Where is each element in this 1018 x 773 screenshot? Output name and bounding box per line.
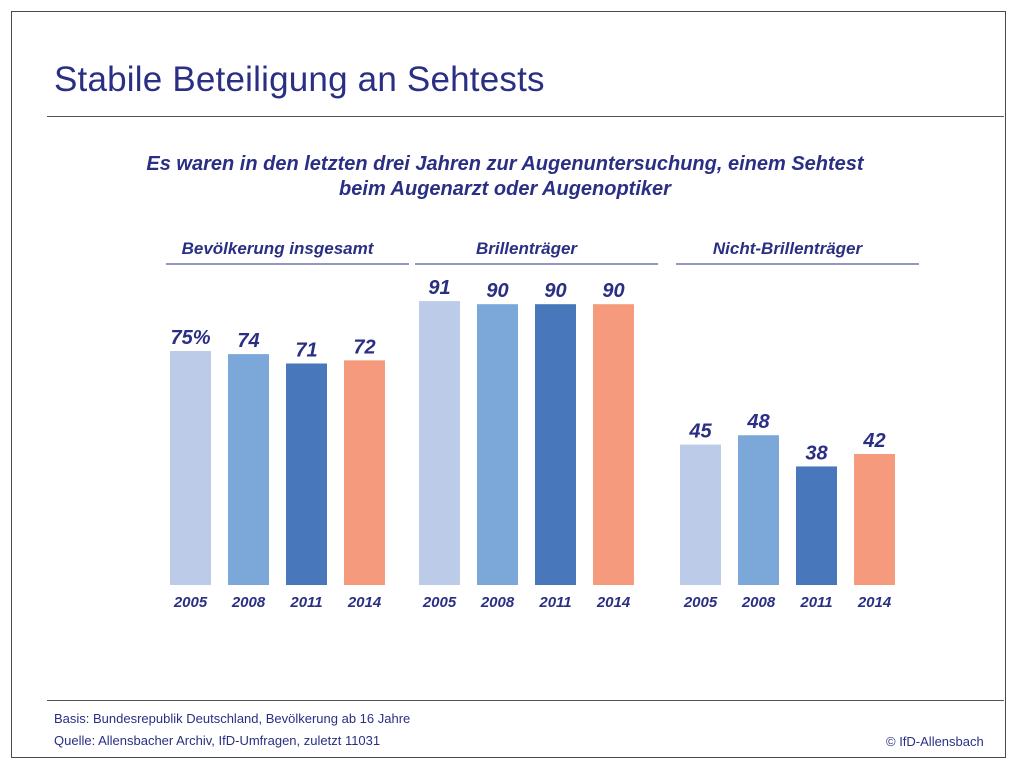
bar-bevölkerung-insgesamt-2008 — [228, 354, 269, 585]
footer-copyright: © IfD-Allensbach — [886, 734, 984, 749]
page-title: Stabile Beteiligung an Sehtests — [54, 60, 545, 99]
value-label-bevölkerung-insgesamt-2005: 75% — [170, 327, 210, 349]
value-label-brillenträger-2011: 90 — [544, 280, 566, 302]
value-label-brillenträger-2014: 90 — [602, 280, 624, 302]
value-label-nicht-brillenträger-2014: 42 — [862, 430, 885, 452]
tick-label-brillenträger-2011: 2011 — [538, 594, 571, 611]
value-label-nicht-brillenträger-2008: 48 — [746, 411, 770, 433]
bar-brillenträger-2008 — [477, 304, 518, 585]
tick-label-brillenträger-2008: 2008 — [480, 594, 515, 611]
bar-bevölkerung-insgesamt-2005 — [170, 351, 211, 585]
bar-brillenträger-2011 — [535, 304, 576, 585]
group-label-bevölkerung-insgesamt: Bevölkerung insgesamt — [182, 239, 375, 258]
tick-label-bevölkerung-insgesamt-2014: 2014 — [347, 594, 382, 611]
slide-frame — [11, 11, 1006, 758]
tick-label-bevölkerung-insgesamt-2008: 2008 — [231, 594, 266, 611]
tick-label-bevölkerung-insgesamt-2005: 2005 — [173, 594, 208, 611]
bar-nicht-brillenträger-2005 — [680, 444, 721, 585]
footer-source: Quelle: Allensbacher Archiv, IfD-Umfrage… — [54, 733, 381, 748]
value-label-brillenträger-2005: 91 — [428, 277, 450, 299]
tick-label-nicht-brillenträger-2005: 2005 — [683, 594, 718, 611]
tick-label-brillenträger-2005: 2005 — [422, 594, 457, 611]
group-label-nicht-brillenträger: Nicht-Brillenträger — [713, 239, 864, 258]
title-divider — [47, 116, 1004, 117]
tick-label-brillenträger-2014: 2014 — [596, 594, 631, 611]
tick-label-nicht-brillenträger-2014: 2014 — [857, 594, 892, 611]
tick-label-nicht-brillenträger-2008: 2008 — [741, 594, 776, 611]
value-label-bevölkerung-insgesamt-2014: 72 — [353, 336, 375, 358]
bar-brillenträger-2014 — [593, 304, 634, 585]
bar-nicht-brillenträger-2011 — [796, 466, 837, 585]
value-label-nicht-brillenträger-2011: 38 — [805, 442, 828, 464]
value-label-bevölkerung-insgesamt-2011: 71 — [295, 339, 317, 361]
bar-nicht-brillenträger-2014 — [854, 453, 895, 585]
tick-label-nicht-brillenträger-2011: 2011 — [799, 594, 832, 611]
footer-basis: Basis: Bundesrepublik Deutschland, Bevöl… — [54, 711, 411, 726]
bar-bevölkerung-insgesamt-2014 — [344, 360, 385, 585]
tick-label-bevölkerung-insgesamt-2011: 2011 — [289, 594, 322, 611]
value-label-bevölkerung-insgesamt-2008: 74 — [237, 330, 259, 352]
value-label-nicht-brillenträger-2005: 45 — [688, 421, 712, 443]
bar-nicht-brillenträger-2008 — [738, 435, 779, 585]
value-label-brillenträger-2008: 90 — [486, 280, 508, 302]
chart-subtitle: Es waren in den letzten drei Jahren zur … — [80, 152, 930, 202]
chart-subtitle-line-1: Es waren in den letzten drei Jahren zur … — [146, 153, 864, 175]
footer-divider — [47, 700, 1004, 701]
chart-subtitle-line-2: beim Augenarzt oder Augenoptiker — [339, 178, 671, 200]
bar-bevölkerung-insgesamt-2011 — [286, 363, 327, 585]
bar-brillenträger-2005 — [419, 301, 460, 585]
group-label-brillenträger: Brillenträger — [476, 239, 578, 258]
